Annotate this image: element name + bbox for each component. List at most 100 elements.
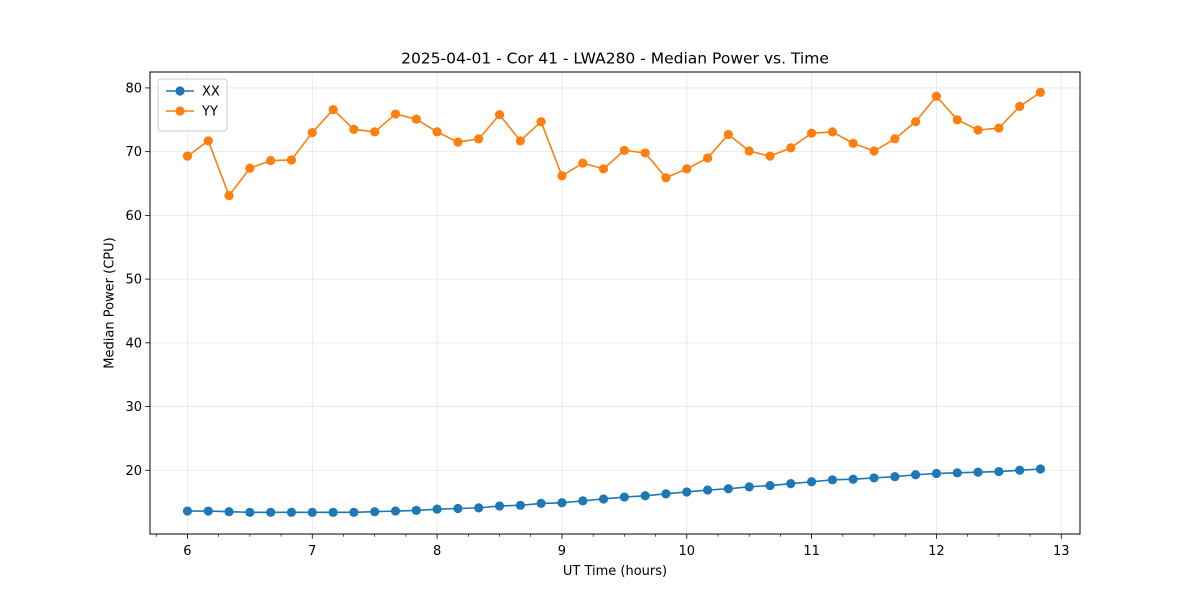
- data-point: [807, 128, 817, 138]
- data-point: [286, 155, 297, 165]
- data-point: [765, 151, 775, 161]
- data-point: [474, 503, 484, 513]
- series-yy: [182, 87, 1046, 201]
- data-point: [994, 123, 1004, 133]
- data-point: [661, 173, 671, 183]
- data-point: [390, 506, 401, 516]
- y-tick-label: 80: [125, 81, 142, 96]
- data-point: [827, 127, 838, 137]
- series-group: [182, 87, 1046, 517]
- data-point: [703, 485, 713, 495]
- x-tick-label: 7: [308, 544, 316, 559]
- data-point: [328, 507, 338, 517]
- data-point: [286, 507, 297, 517]
- data-point: [890, 134, 900, 144]
- x-tick-label: 6: [183, 544, 191, 559]
- x-tick-label: 11: [803, 544, 820, 559]
- data-point: [890, 472, 900, 482]
- data-point: [411, 505, 421, 516]
- data-point: [786, 479, 796, 489]
- data-point: [578, 158, 588, 168]
- data-point: [744, 146, 754, 156]
- legend-label: XX: [202, 85, 220, 100]
- data-point: [390, 109, 401, 119]
- data-point: [515, 500, 525, 510]
- data-point: [848, 138, 858, 148]
- data-point: [910, 117, 921, 127]
- series-xx: [182, 464, 1046, 517]
- data-point: [557, 171, 567, 181]
- data-point: [973, 125, 983, 135]
- data-point: [619, 145, 629, 155]
- data-point: [869, 146, 879, 156]
- data-point: [203, 506, 213, 516]
- data-point: [266, 507, 276, 517]
- data-point: [744, 482, 754, 492]
- data-point: [557, 498, 567, 508]
- data-point: [182, 151, 193, 161]
- data-point: [245, 507, 255, 517]
- data-point: [1035, 87, 1046, 97]
- data-point: [536, 117, 546, 127]
- legend-label: YY: [201, 105, 218, 120]
- data-point: [1035, 464, 1046, 474]
- data-point: [931, 468, 942, 479]
- data-point: [474, 134, 484, 144]
- legend: XX YY: [157, 78, 228, 132]
- data-point: [453, 503, 463, 514]
- data-point: [266, 155, 276, 166]
- data-point: [661, 489, 671, 499]
- y-tick-label: 40: [125, 336, 142, 351]
- x-tick-label: 9: [558, 544, 566, 559]
- data-point: [328, 104, 338, 115]
- data-point: [682, 164, 692, 174]
- data-point: [598, 164, 609, 174]
- data-point: [765, 480, 775, 491]
- y-tick-label: 70: [125, 145, 142, 160]
- x-tick-label: 10: [679, 544, 696, 559]
- y-tick-label: 20: [125, 464, 142, 479]
- y-tick-label: 30: [125, 400, 142, 415]
- data-point: [432, 127, 442, 137]
- data-point: [432, 504, 442, 514]
- data-point: [203, 136, 213, 146]
- legend-item: YY: [166, 105, 218, 120]
- data-point: [536, 498, 546, 509]
- data-point: [307, 127, 317, 138]
- series-line-yy: [186, 91, 1041, 197]
- data-point: [411, 114, 421, 124]
- axis-ticks: 6 7 8 9 10 11 12 13 20 30 40 50 60 70 80: [125, 81, 1069, 559]
- grid: [150, 72, 1080, 534]
- data-point: [494, 110, 505, 120]
- x-tick-label: 13: [1053, 544, 1070, 559]
- data-point: [973, 467, 983, 477]
- data-point: [640, 491, 650, 501]
- data-point: [307, 507, 317, 517]
- data-point: [682, 487, 692, 497]
- data-point: [224, 507, 234, 517]
- data-point: [910, 470, 921, 480]
- data-point: [827, 475, 838, 485]
- data-point: [578, 496, 588, 506]
- data-point: [952, 468, 962, 478]
- plot-area: [149, 71, 1081, 535]
- x-axis-label: UT Time (hours): [563, 564, 667, 579]
- data-point: [1015, 465, 1025, 475]
- data-point: [453, 137, 463, 147]
- data-point: [245, 163, 255, 173]
- data-point: [349, 507, 359, 517]
- data-point: [370, 127, 380, 137]
- data-point: [598, 494, 609, 504]
- data-point: [703, 153, 713, 163]
- data-point: [931, 91, 942, 101]
- data-point: [848, 474, 858, 484]
- x-tick-label: 12: [928, 544, 945, 559]
- y-tick-label: 50: [125, 273, 142, 288]
- data-point: [370, 507, 380, 517]
- data-point: [1015, 101, 1025, 112]
- data-point: [515, 136, 525, 146]
- legend-swatch-marker: [175, 86, 185, 96]
- data-point: [723, 484, 733, 494]
- data-point: [224, 191, 234, 201]
